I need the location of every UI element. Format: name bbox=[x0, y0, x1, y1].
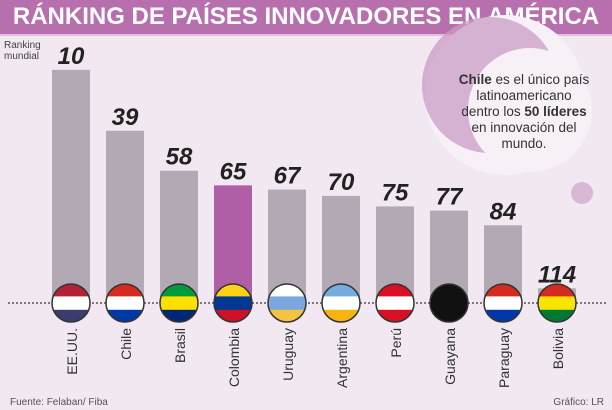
value-label: 58 bbox=[166, 144, 193, 171]
flag-stripe bbox=[106, 296, 144, 310]
category-label: EE.UU. bbox=[64, 328, 80, 375]
decor-dot bbox=[571, 182, 593, 204]
flag-stripe bbox=[484, 296, 522, 310]
y-label-line2: mundial bbox=[4, 51, 40, 62]
value-label: 39 bbox=[112, 104, 139, 131]
flag-brasil-icon bbox=[159, 283, 199, 323]
flag-eeuu-icon bbox=[51, 283, 91, 323]
flag-stripe bbox=[160, 296, 198, 310]
flag-colombia-icon bbox=[213, 283, 253, 323]
flag-stripe bbox=[214, 296, 252, 310]
flag-paraguay-icon bbox=[483, 283, 523, 323]
value-label: 75 bbox=[382, 179, 409, 206]
flag-uruguay-icon bbox=[267, 283, 307, 323]
bar bbox=[52, 69, 90, 304]
flag-chile-icon bbox=[105, 283, 145, 323]
value-label: 70 bbox=[328, 169, 355, 196]
flag-stripe bbox=[430, 296, 468, 310]
bar bbox=[106, 130, 144, 303]
value-label: 77 bbox=[436, 184, 464, 211]
flag-guayana-icon bbox=[429, 283, 469, 323]
category-label: Argentina bbox=[334, 328, 350, 388]
flag-stripe bbox=[268, 296, 306, 310]
value-label: 10 bbox=[58, 43, 85, 70]
category-label: Bolivia bbox=[550, 328, 566, 369]
credit-text: Gráfico: LR bbox=[553, 397, 604, 408]
value-label: 67 bbox=[274, 163, 302, 190]
category-label: Paraguay bbox=[496, 328, 512, 388]
category-label: Perú bbox=[388, 328, 404, 358]
flag-argentina-icon bbox=[321, 283, 361, 323]
category-label: Colombia bbox=[226, 328, 242, 387]
bar bbox=[160, 170, 198, 303]
decor-circle-inner bbox=[468, 48, 592, 172]
flag-stripe bbox=[322, 296, 360, 310]
category-label: Brasil bbox=[172, 328, 188, 363]
value-label: 84 bbox=[490, 198, 517, 225]
category-label: Guayana bbox=[442, 328, 458, 385]
y-label-line1: Ranking bbox=[4, 40, 41, 51]
y-axis-label: Ranking mundial bbox=[4, 40, 41, 62]
flag-bolivia-icon bbox=[537, 283, 577, 323]
flag-per-icon bbox=[375, 283, 415, 323]
flag-stripe bbox=[376, 296, 414, 310]
value-label: 65 bbox=[220, 158, 247, 185]
source-text: Fuente: Felaban/ Fiba bbox=[10, 397, 108, 408]
category-label: Chile bbox=[118, 328, 134, 360]
callout-note: Chile es el único país latinoamericano d… bbox=[458, 72, 590, 151]
flag-stripe bbox=[538, 296, 576, 310]
category-label: Uruguay bbox=[280, 328, 296, 381]
flag-stripe bbox=[52, 296, 90, 310]
